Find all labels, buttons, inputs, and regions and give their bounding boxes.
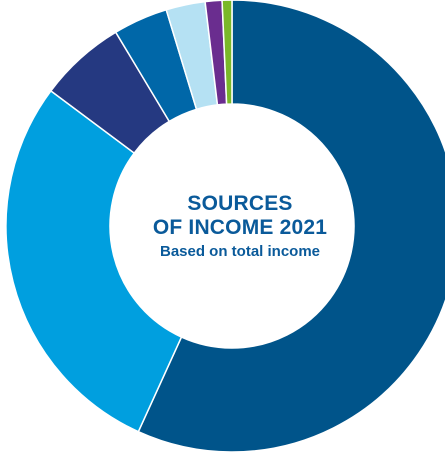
donut-slices [5,0,445,453]
donut-slice-1 [137,0,445,453]
donut-slice-2 [5,89,183,433]
chart-subtitle: Based on total income [159,243,321,260]
chart-title-line-1: SOURCES [187,192,293,215]
donut-slice-7 [221,0,233,105]
chart-title-line-2: OF INCOME 2021 [152,216,328,239]
